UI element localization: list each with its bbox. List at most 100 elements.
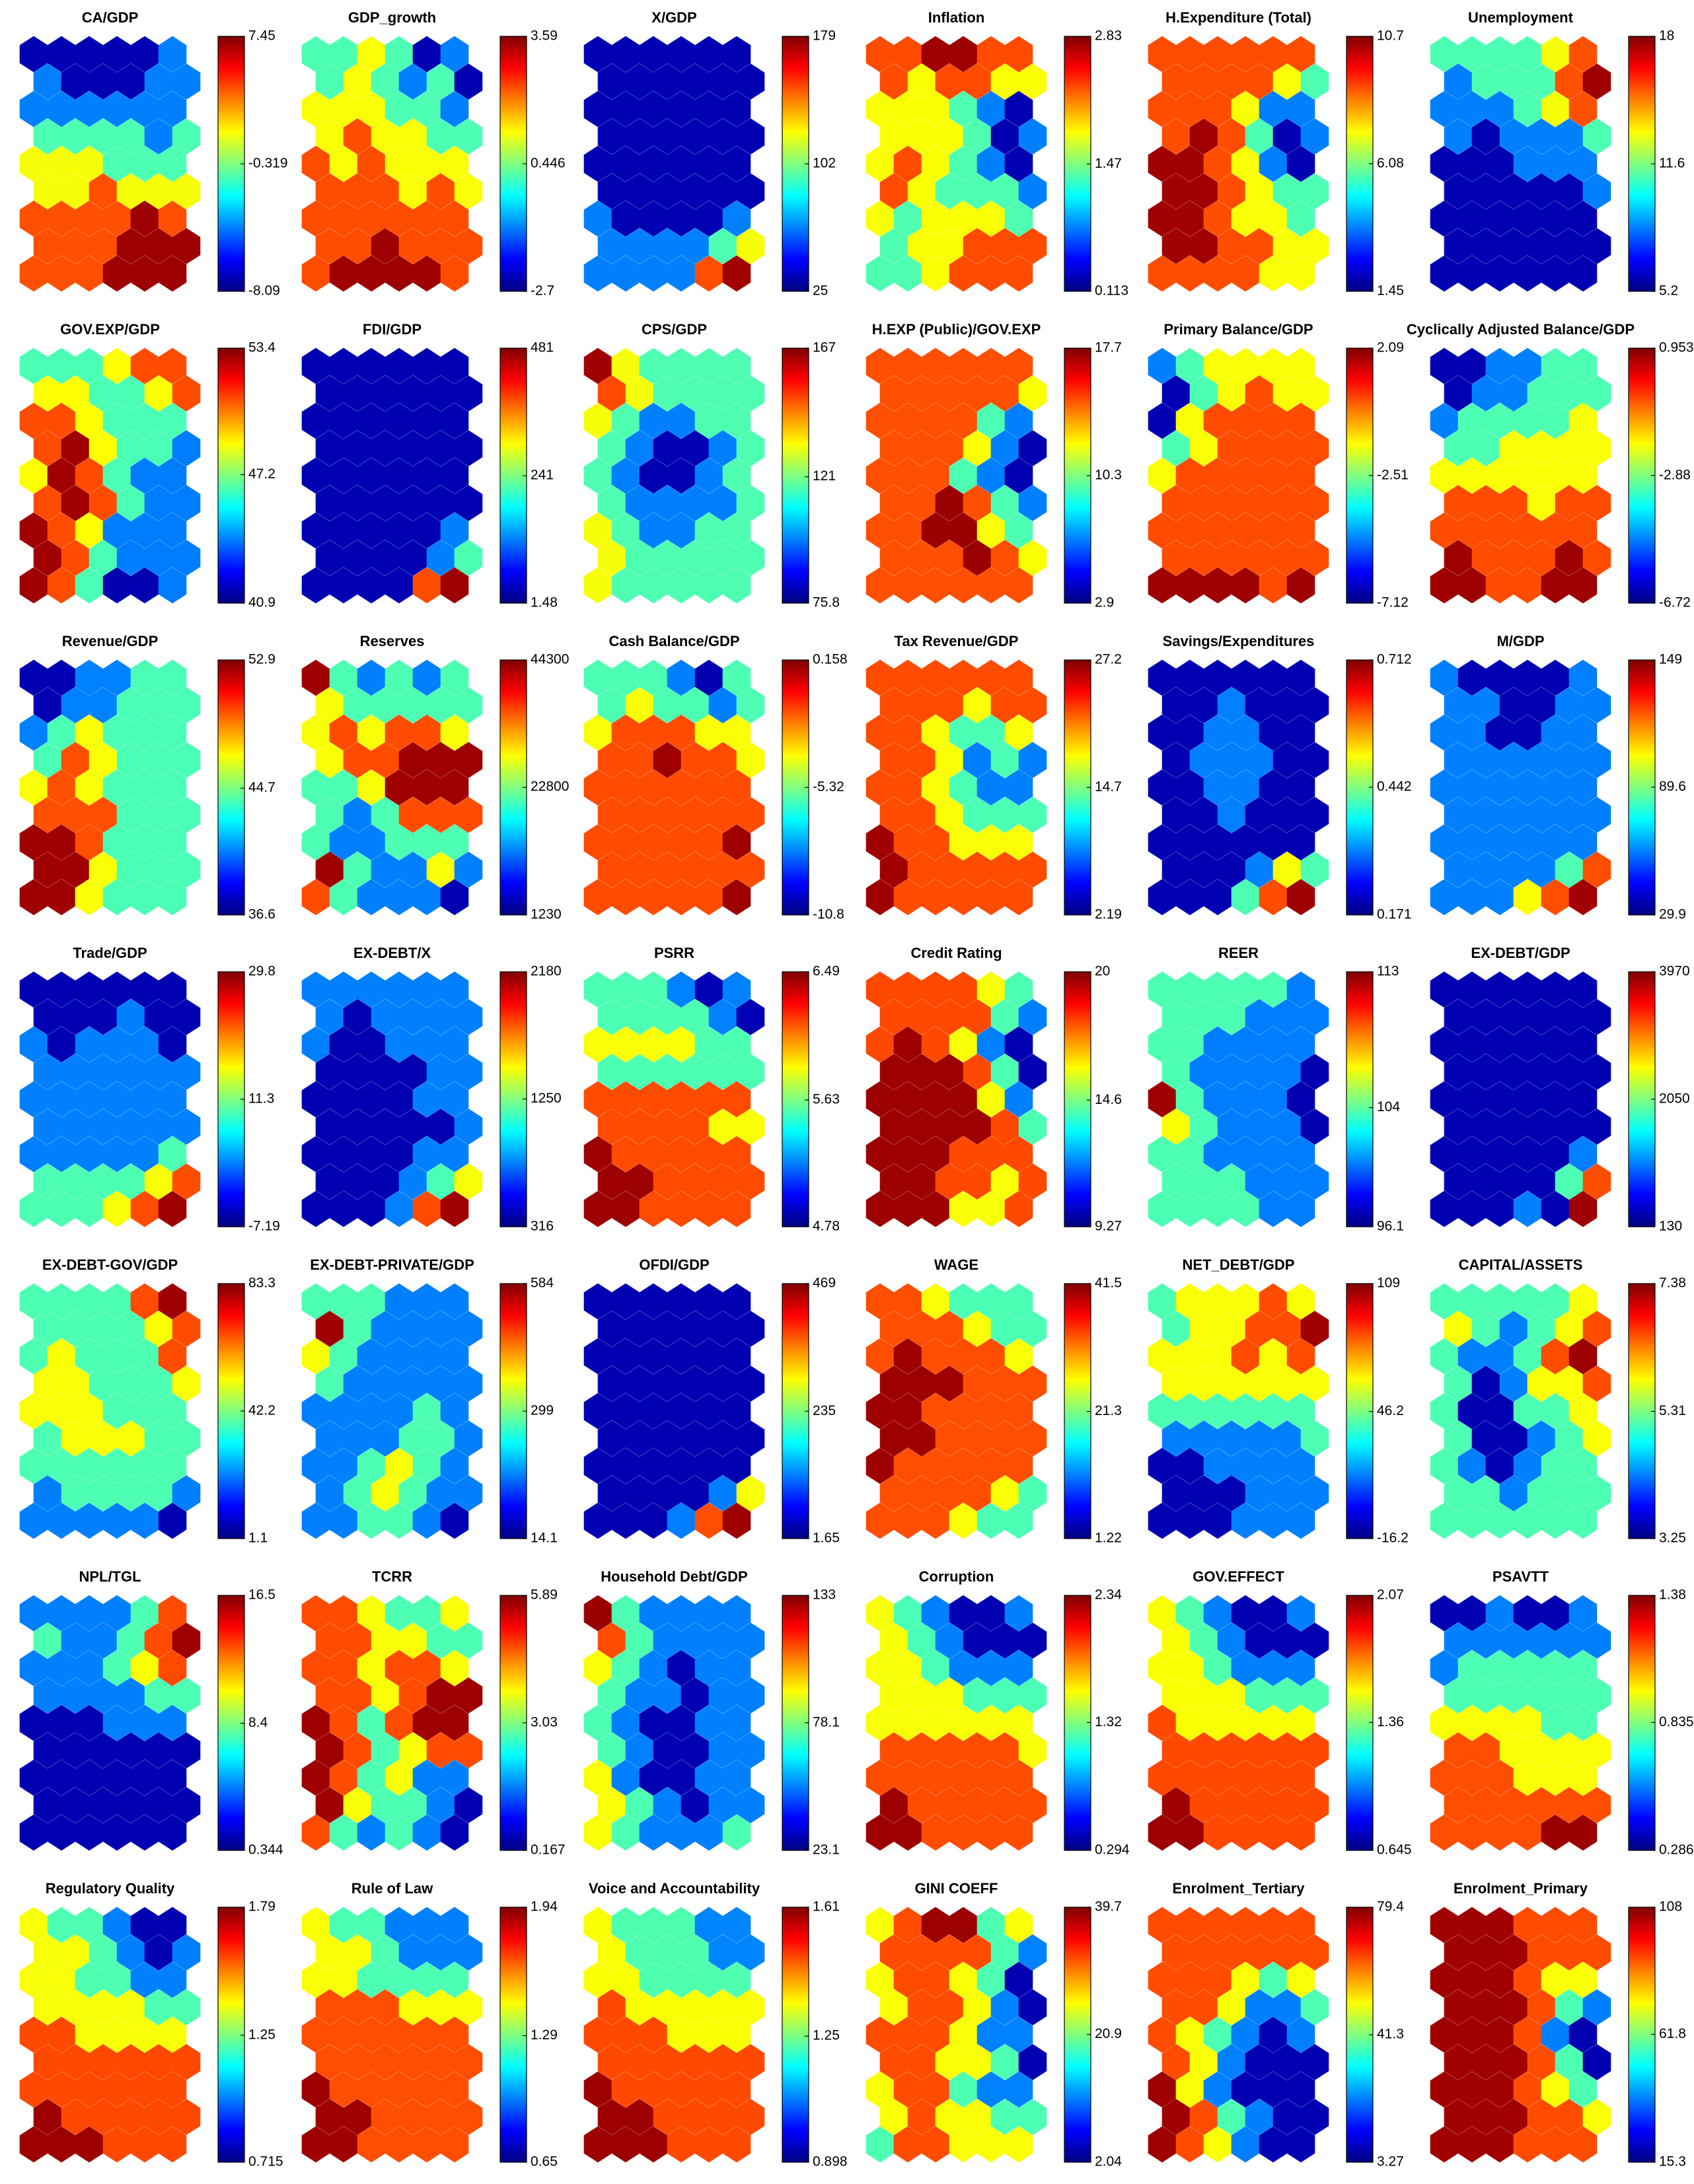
hex-cell <box>1300 173 1329 209</box>
colorbar-tick-label: 0.171 <box>1377 907 1412 922</box>
hex-cell <box>1568 1704 1598 1741</box>
panel-title: FDI/GDP <box>363 321 422 338</box>
hex-cell <box>454 1163 483 1200</box>
hex-cell <box>1018 999 1047 1035</box>
hex-cell <box>172 1732 201 1768</box>
hex-cell <box>1018 1622 1047 1659</box>
hex-cell <box>454 173 483 209</box>
colorbar-tick-label: 11.3 <box>248 1091 274 1107</box>
colorbar <box>1346 659 1374 916</box>
colorbar-tick-label: 2.04 <box>1095 2154 1122 2169</box>
hex-cell <box>1004 567 1033 604</box>
hex-cell <box>1004 1393 1033 1430</box>
hex-cell <box>1568 1595 1598 1632</box>
hex-cell <box>1582 2044 1611 2080</box>
hex-cell <box>158 1338 187 1375</box>
hex-cell <box>1286 1961 1315 1998</box>
hex-cell <box>736 430 765 466</box>
hex-cell <box>454 742 483 778</box>
hex-cell <box>172 1677 201 1714</box>
hex-cell <box>1004 200 1033 237</box>
colorbar-tick-label: 167 <box>813 340 836 355</box>
hex-cell <box>722 714 751 751</box>
colorbar-tick-label: 3.27 <box>1377 2154 1404 2169</box>
hex-cell <box>440 91 469 127</box>
colorbar-tick-label: 481 <box>531 340 554 355</box>
hex-cell <box>722 879 751 916</box>
colorbar-tick-label: 14.7 <box>1095 779 1122 794</box>
hex-cell <box>1286 255 1315 292</box>
hex-cell <box>1568 1338 1598 1375</box>
colorbar-tick-label: 0.645 <box>1377 1842 1412 1858</box>
hex-cell <box>158 659 187 696</box>
hex-cell <box>722 1190 751 1227</box>
colorbar-tick-label: 44.7 <box>248 780 276 795</box>
hex-cell <box>1004 1190 1033 1227</box>
hex-cell <box>722 1759 751 1796</box>
panel-title: EX-DEBT/GDP <box>1471 945 1570 961</box>
hex-cell <box>1568 1026 1598 1063</box>
hex-cell <box>440 1190 469 1227</box>
hex-cell <box>1568 879 1598 916</box>
colorbar-tick-label: 0.167 <box>531 1842 566 1858</box>
hex-cell <box>1286 2126 1315 2163</box>
hex-cell <box>440 36 469 73</box>
colorbar-tick-label: 469 <box>813 1276 836 1291</box>
hex-cell <box>1300 1732 1329 1768</box>
colorbar-tick-label: 0.898 <box>813 2154 848 2169</box>
hex-cell <box>722 2126 751 2163</box>
hex-cell <box>158 200 187 237</box>
hex-cell <box>158 1190 187 1227</box>
hex-cell <box>736 540 765 576</box>
colorbar <box>1628 1595 1656 1851</box>
hex-cell <box>1018 430 1047 466</box>
hex-cell <box>158 1961 187 1998</box>
hex-cell <box>1004 1081 1033 1118</box>
colorbar-tick-label: 4.78 <box>813 1219 840 1234</box>
hex-cell <box>172 999 201 1035</box>
hex-cell <box>722 1502 751 1539</box>
hex-cell <box>1568 2071 1598 2108</box>
hex-cell <box>172 1787 201 1823</box>
hex-cell <box>1582 687 1611 723</box>
hex-cell <box>454 687 483 723</box>
colorbar-tick-label: 1.94 <box>531 1899 558 1914</box>
colorbar-tick-label: 3970 <box>1659 964 1690 979</box>
hex-cell <box>1004 1026 1033 1063</box>
colorbar-tick-label: 121 <box>813 468 836 484</box>
hex-cell <box>722 824 751 861</box>
colorbar-tick-label: 46.2 <box>1377 1403 1404 1418</box>
colorbar-tick-label: 41.3 <box>1377 2027 1404 2042</box>
hex-cell <box>440 659 469 696</box>
hex-cell <box>722 512 751 549</box>
hex-cell <box>172 1365 201 1402</box>
hex-cell <box>440 457 469 494</box>
hex-cell <box>1568 1502 1598 1539</box>
colorbar-tick-label: -2.88 <box>1659 467 1691 482</box>
colorbar-tick-label: 179 <box>813 28 836 44</box>
hex-cell <box>736 2099 765 2135</box>
hex-cell <box>158 91 187 127</box>
hex-cell <box>1004 512 1033 549</box>
colorbar-tick-label: 104 <box>1377 1099 1400 1114</box>
colorbar-tick-label: 17.7 <box>1095 340 1122 355</box>
hex-cell <box>736 1677 765 1714</box>
hex-cell <box>172 118 201 155</box>
hex-cell <box>158 1283 187 1320</box>
hex-cell <box>722 971 751 1008</box>
hex-cell <box>440 1814 469 1851</box>
colorbar-tick-label: 1250 <box>531 1091 562 1106</box>
colorbar-tick-label: 15.3 <box>1659 2154 1686 2169</box>
hex-cell <box>1004 91 1033 127</box>
hex-cell <box>158 1759 187 1796</box>
colorbar <box>782 659 809 916</box>
hex-cell <box>1018 852 1047 888</box>
hex-cell <box>736 742 765 778</box>
colorbar <box>782 347 809 604</box>
hex-cell <box>454 63 483 100</box>
colorbar-tick-label: 8.4 <box>248 1715 268 1730</box>
colorbar-tick-label: -7.19 <box>248 1219 280 1234</box>
colorbar-tick-label: -10.8 <box>813 907 844 922</box>
hex-cell <box>1018 63 1047 100</box>
hex-cell <box>440 347 469 384</box>
